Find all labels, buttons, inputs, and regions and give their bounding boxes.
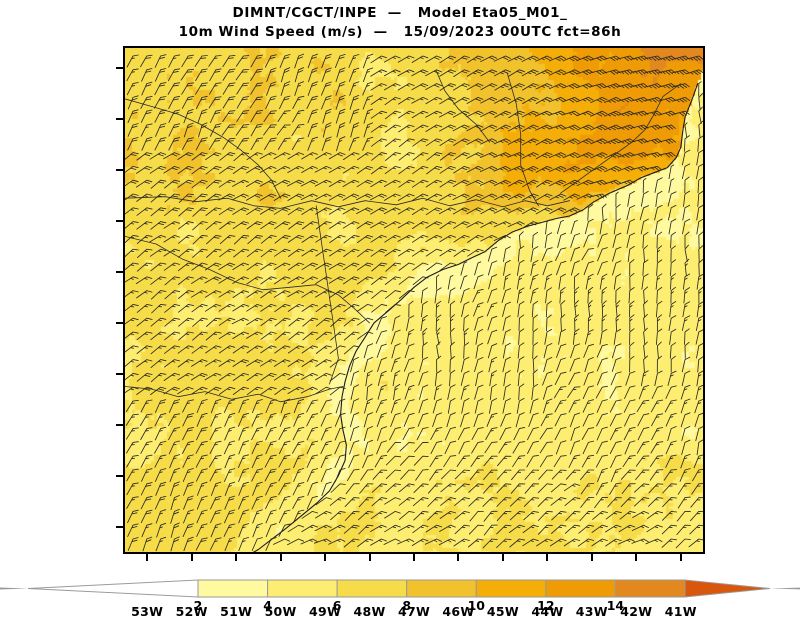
x-tick-label-42W: 42W [620, 604, 653, 619]
x-tickmark [546, 554, 549, 561]
title-line-1: DIMNT/CGCT/INPE — Model Eta05_M01_ [232, 5, 568, 21]
colorbar-tick-4: 4 [263, 598, 272, 613]
colorbar-band [475, 579, 547, 598]
x-tick-label-53W: 53W [131, 604, 164, 619]
colorbar-over-tail [770, 587, 800, 590]
x-tick-label-48W: 48W [353, 604, 386, 619]
colorbar-band [197, 579, 269, 598]
y-tickmark [116, 372, 123, 375]
x-tick-label-47W: 47W [397, 604, 431, 619]
y-tickmark [116, 271, 123, 273]
y-tickmark [116, 321, 123, 324]
map-overlay [125, 53, 703, 552]
x-tick-label-45W: 45W [486, 604, 519, 619]
colorbar-tick-8: 8 [402, 598, 412, 613]
y-tickmark [116, 169, 123, 172]
y-tickmark [116, 67, 123, 70]
x-tickmark [413, 554, 415, 561]
colorbar-tick-12: 12 [537, 598, 555, 613]
x-tick-label-41W: 41W [664, 604, 697, 619]
colorbar-band [614, 579, 686, 598]
x-tickmark [457, 554, 460, 561]
y-tickmark [116, 118, 123, 121]
x-tick-label-52W: 52W [175, 604, 208, 619]
colorbar-tick-2: 2 [193, 598, 203, 613]
y-tickmark [116, 474, 123, 477]
x-tickmark [279, 554, 282, 561]
colorbar-band [545, 579, 617, 598]
x-tickmark [635, 554, 638, 561]
x-tickmark [235, 554, 238, 561]
colorbar-tick-14: 14 [606, 598, 625, 613]
colorbar-band [267, 579, 338, 598]
colorbar-band [336, 579, 408, 598]
wind-barbs [125, 53, 703, 552]
colorbar-under-cap [27, 579, 199, 598]
y-tickmark [116, 525, 123, 528]
x-tickmark [679, 554, 682, 561]
x-tick-label-46W: 46W [442, 604, 475, 619]
x-tickmark [190, 554, 193, 561]
colorbar-under-tail [0, 587, 28, 590]
y-tickmark [116, 220, 123, 223]
title-line-2: 10m Wind Speed (m/s) — 15/09/2023 00UTC … [178, 24, 622, 40]
colorbar-tick-6: 6 [332, 598, 342, 613]
map-frame [123, 46, 705, 554]
x-tick-label-51W: 51W [220, 604, 253, 619]
x-tick-label-49W: 49W [309, 604, 342, 619]
x-tick-label-50W: 50W [264, 604, 297, 619]
colorbar-tick-10: 10 [467, 598, 485, 613]
x-tickmark [324, 554, 327, 561]
colorbar-band [406, 579, 477, 598]
figure-title: DIMNT/CGCT/INPE — Model Eta05_M01_ 10m W… [0, 4, 800, 42]
x-tickmark [146, 554, 149, 561]
wind-speed-shading [125, 48, 703, 552]
y-tickmark [116, 423, 123, 426]
colorbar-over-cap [684, 579, 771, 598]
x-tickmark [590, 554, 593, 561]
x-tick-label-44W: 44W [531, 604, 564, 619]
colorbar-swatches [0, 579, 800, 598]
x-tick-label-43W: 43W [575, 604, 608, 619]
map-plot-area: 20S21S22S23S24S25S26S27S28S29S53W52W51W5… [116, 46, 705, 619]
x-tickmark [501, 554, 504, 561]
colorbar: 2 4 6 8 10 12 14 [0, 576, 800, 618]
x-tickmark [368, 554, 371, 561]
